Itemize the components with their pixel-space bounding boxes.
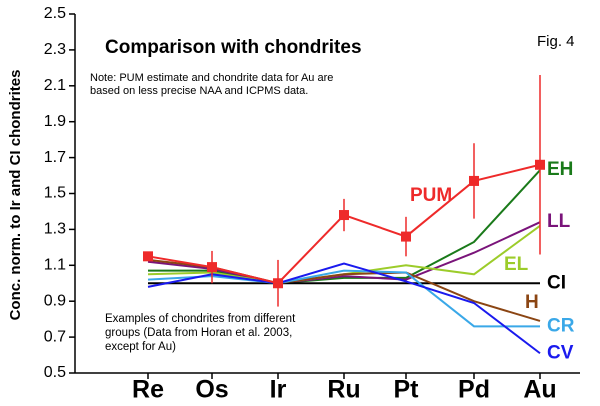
y-tick-label: 1.9	[44, 113, 66, 130]
marker	[535, 159, 545, 170]
x-tick-label: Ir	[270, 376, 287, 404]
caption: groups (Data from Horan et al. 2003,	[105, 327, 292, 339]
marker	[339, 210, 349, 221]
figure-label: Fig. 4	[537, 33, 575, 50]
x-tick-label: Au	[523, 376, 556, 404]
series-label: EH	[547, 159, 573, 180]
marker	[469, 175, 479, 186]
x-tick-label: Pt	[394, 376, 420, 404]
y-tick-label: 1.3	[44, 221, 66, 238]
y-tick-label: 2.1	[44, 77, 66, 94]
x-tick-label: Pd	[458, 376, 490, 404]
series-label: PUM	[410, 185, 452, 206]
series-label: EL	[504, 254, 529, 275]
y-tick-label: 0.5	[44, 364, 66, 381]
x-tick-label: Re	[132, 376, 164, 404]
x-tick-label: Os	[195, 376, 228, 404]
series-label: H	[525, 292, 539, 313]
series-label: CI	[547, 272, 566, 293]
y-tick-label: 1.5	[44, 185, 66, 202]
caption: Examples of chondrites from different	[105, 313, 296, 325]
series-label: CV	[547, 342, 574, 363]
y-tick-label: 2.5	[44, 5, 66, 22]
series-label: CR	[547, 315, 575, 336]
x-tick-label: Ru	[327, 376, 360, 404]
marker	[207, 262, 217, 273]
marker	[273, 278, 283, 289]
note: based on less precise NAA and ICPMS data…	[90, 85, 308, 97]
marker	[143, 251, 153, 262]
caption: except for Au)	[105, 341, 176, 353]
note: Note: PUM estimate and chondrite data fo…	[90, 72, 333, 84]
y-tick-label: 0.9	[44, 292, 66, 309]
marker	[401, 231, 411, 242]
y-tick-label: 0.7	[44, 328, 66, 345]
series-label: LL	[547, 211, 571, 232]
y-axis-label: Conc. norm. to Ir and CI chondrites	[7, 70, 24, 321]
y-tick-label: 1.1	[44, 257, 66, 274]
y-tick-label: 2.3	[44, 41, 66, 58]
chart-title: Comparison with chondrites	[105, 37, 362, 58]
y-tick-label: 1.7	[44, 149, 66, 166]
